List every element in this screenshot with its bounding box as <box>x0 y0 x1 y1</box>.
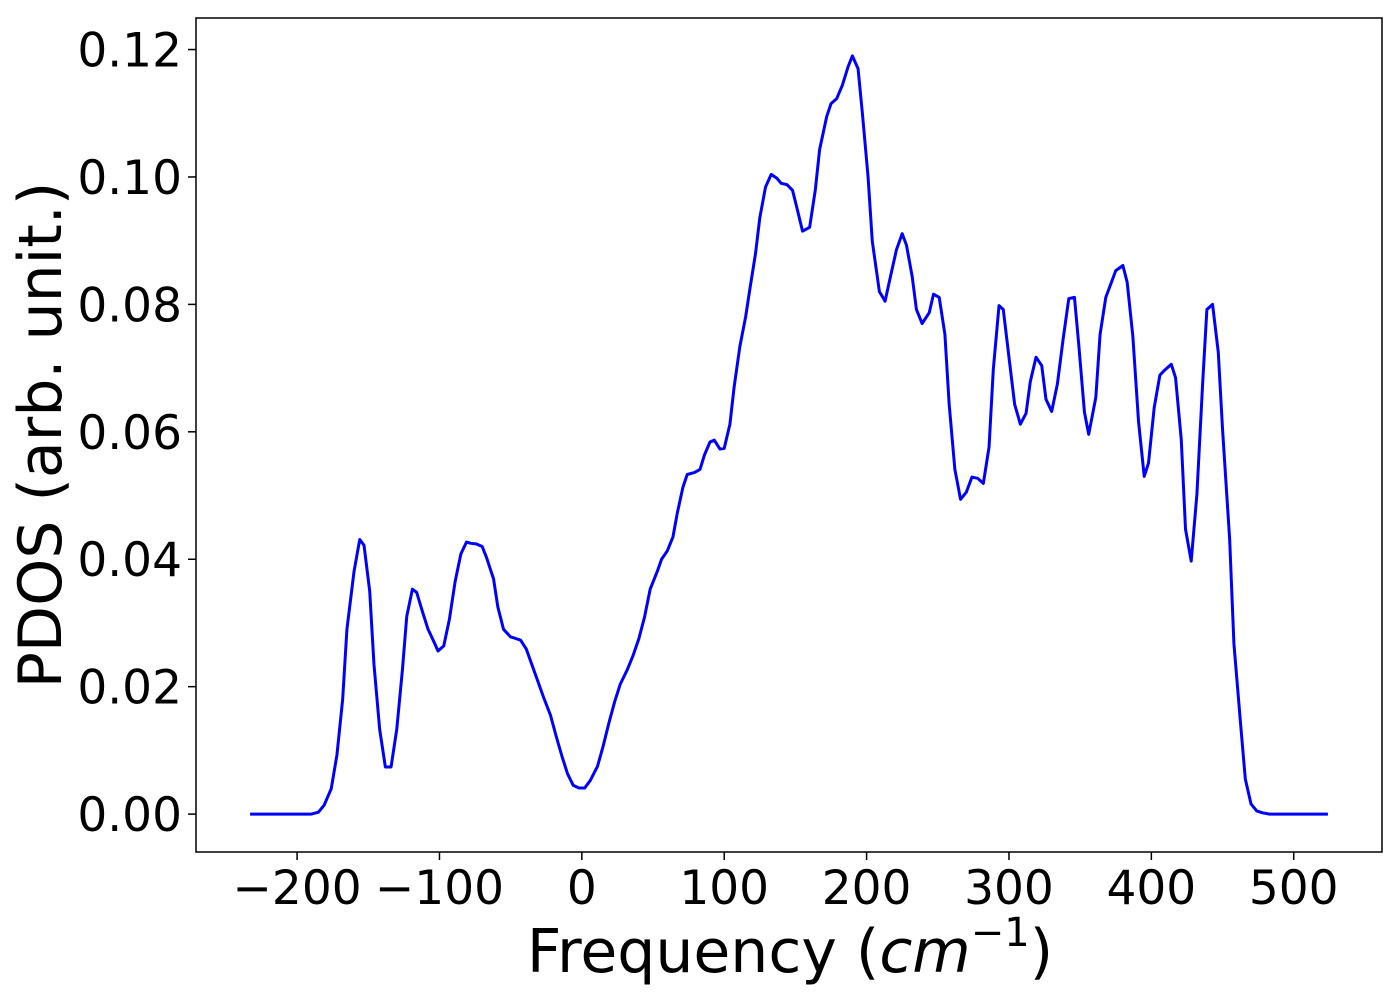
y-tick-label: 0.00 <box>77 788 182 843</box>
y-tick-label: 0.04 <box>77 533 182 588</box>
y-tick-label: 0.10 <box>77 151 182 206</box>
plot-frame <box>195 17 1383 853</box>
y-axis-label: PDOS (arb. unit.) <box>6 182 76 689</box>
x-tick-label: 100 <box>679 861 769 916</box>
x-axis-label-unit: cm <box>879 917 970 987</box>
x-axis-label: Frequency (cm−1) <box>527 910 1053 987</box>
x-tick-label: −200 <box>233 861 362 916</box>
y-tick-label: 0.08 <box>77 278 182 333</box>
y-tick-label: 0.12 <box>77 24 182 79</box>
x-tick-label: −100 <box>375 861 504 916</box>
x-axis-label-text: Frequency ( <box>527 917 879 987</box>
x-tick-label: 0 <box>567 861 597 916</box>
data-line <box>250 54 1328 816</box>
x-axis-label-exponent: −1 <box>971 910 1030 956</box>
x-tick-label: 400 <box>1106 861 1196 916</box>
x-axis-label-close: ) <box>1030 917 1053 987</box>
x-tick-label: 300 <box>964 861 1054 916</box>
y-tick-label: 0.02 <box>77 661 182 716</box>
x-tick-label: 200 <box>822 861 912 916</box>
x-tick-label: 500 <box>1249 861 1339 916</box>
y-tick-label: 0.06 <box>77 406 182 461</box>
